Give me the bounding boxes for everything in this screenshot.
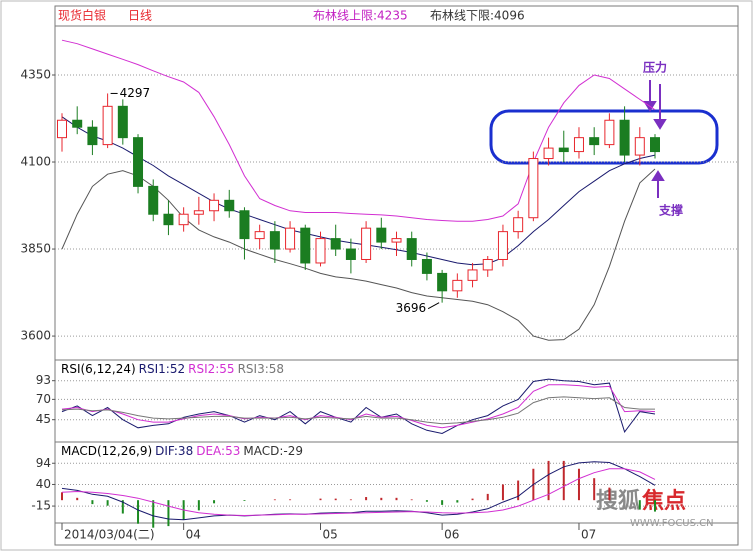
y-tick-label: -15 (31, 499, 51, 513)
band-line (61, 168, 656, 341)
candle-body (467, 269, 478, 281)
candle-body (87, 126, 98, 146)
band-line (61, 39, 656, 222)
candle-body (178, 213, 189, 226)
legend-entry: RSI2:55 (188, 362, 234, 376)
candle-body (513, 217, 524, 233)
candle-body (72, 119, 83, 128)
callout-resistance: 压力 (643, 60, 667, 75)
candle-body (421, 258, 432, 274)
annotation-label: 3696 (396, 301, 427, 315)
x-tick-label: 2014/03/04(二) (64, 528, 155, 542)
candle-body (209, 199, 220, 212)
candle-body (102, 105, 113, 146)
candle-body (239, 210, 250, 240)
candle-body (361, 227, 372, 260)
rsi-line (61, 384, 656, 429)
y-tick-label: 4350 (20, 67, 51, 81)
arrow-head (651, 170, 665, 181)
candle-body (57, 119, 67, 139)
y-tick-label: 3850 (20, 242, 51, 256)
rsi-line (61, 378, 656, 435)
candle-body (300, 227, 311, 264)
watermark-brand: 搜狐 (596, 488, 640, 514)
watermark-site: WWW.FOCUS.CN (630, 518, 714, 529)
candle-body (345, 248, 356, 260)
candle-body (452, 279, 463, 292)
candle-body (619, 119, 630, 156)
candle-body (391, 238, 402, 243)
macd-line (61, 468, 656, 517)
band-line (61, 116, 656, 266)
panel-legend: RSI(6,12,24) RSI1:52 RSI2:55 RSI3:58 (61, 362, 284, 376)
candle-body (482, 258, 493, 271)
legend-entry: RSI1:52 (139, 362, 185, 376)
candle-body (330, 238, 341, 250)
candle-body (148, 185, 159, 215)
y-tick-label: 93 (36, 373, 51, 387)
callout-arrows (643, 80, 667, 198)
y-tick-label: 45 (36, 412, 51, 426)
candle-body (406, 238, 417, 260)
candle-body (558, 147, 569, 153)
candle-body (528, 158, 539, 219)
candle-body (376, 227, 387, 243)
highlight-box (489, 109, 719, 165)
candle-body (650, 137, 660, 153)
rsi-line (61, 396, 655, 425)
y-tick-label: 3600 (20, 329, 51, 343)
y-tick-label: 4100 (20, 155, 51, 169)
legend-entry: MACD:-29 (243, 444, 303, 458)
y-tick-label: 40 (36, 477, 51, 491)
y-tick-label: 94 (36, 456, 51, 470)
legend-entry: RSI3:58 (238, 362, 284, 376)
callout-support: 支撑 (658, 203, 683, 218)
annotation-label: 4297 (120, 86, 151, 100)
candle-body (254, 231, 265, 240)
candle-body (133, 137, 144, 187)
x-axis-bar (54, 522, 739, 546)
x-tick-label: 06 (444, 528, 459, 542)
band-upper-label: 布林线上限:4235 (313, 9, 408, 23)
candle-body (315, 238, 326, 264)
legend-entry: DIF:38 (155, 444, 193, 458)
band-lower-label: 布林线下限:4096 (430, 9, 525, 23)
macd-line (61, 461, 656, 521)
candle-body (634, 137, 645, 156)
legend-entry: DEA:53 (196, 444, 240, 458)
candle-body (163, 213, 174, 226)
candle-body (285, 227, 296, 250)
arrow-head (653, 119, 667, 130)
candle-body (437, 272, 448, 292)
panel-legend: MACD(12,26,9) DIF:38 DEA:53 MACD:-29 (61, 444, 303, 458)
candle-body (193, 210, 204, 215)
candle-body (543, 147, 554, 160)
candle-body (117, 105, 128, 139)
candle-body (604, 119, 615, 146)
candle-body (497, 231, 508, 260)
candle-body (224, 199, 235, 212)
candle-body (589, 137, 600, 146)
legend-entry: MACD(12,26,9) (61, 444, 152, 458)
chart-subtitle: 日线 (128, 9, 152, 23)
legend-entry: RSI(6,12,24) (61, 362, 136, 376)
candle-body (573, 137, 584, 153)
y-tick-label: 70 (36, 392, 51, 406)
annotation-arrow (427, 302, 440, 310)
candle-body (269, 231, 280, 250)
x-tick-label: 07 (581, 528, 596, 542)
watermark-accent: 焦点 (641, 488, 686, 514)
chart-title: 现货白银 (58, 8, 106, 23)
x-tick-label: 04 (186, 528, 201, 542)
x-tick-label: 05 (322, 528, 337, 542)
